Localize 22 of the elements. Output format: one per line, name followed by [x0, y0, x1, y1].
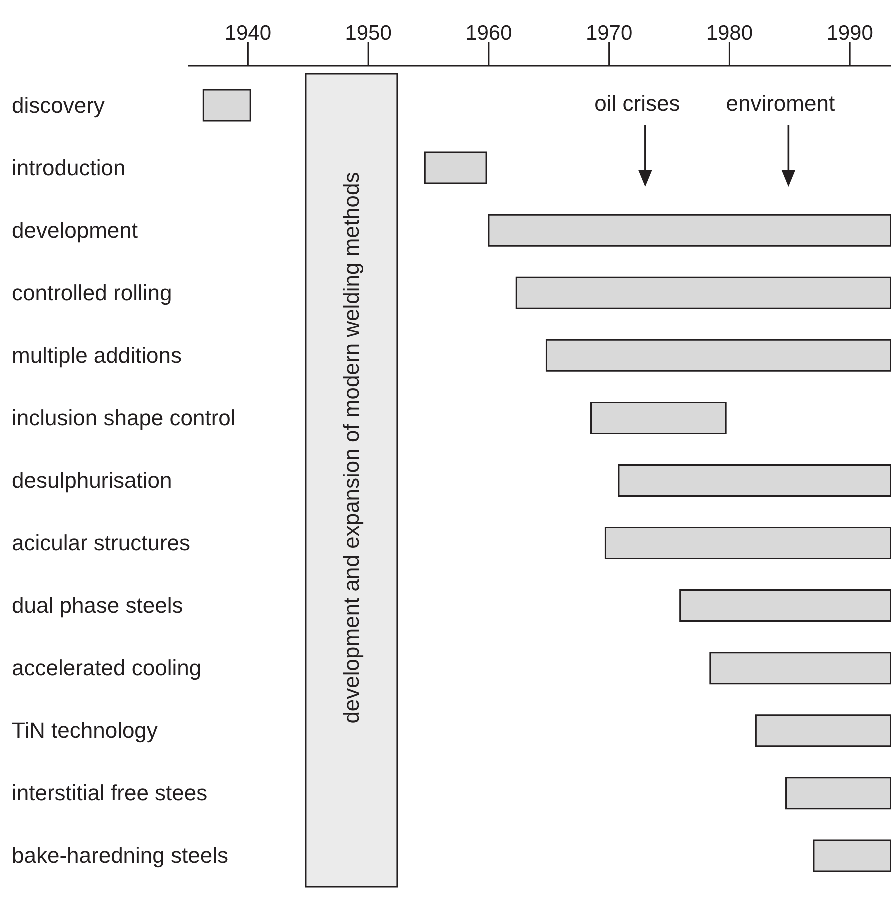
- y-tick-label: TiN technology: [12, 718, 158, 744]
- x-tick-label: 1940: [224, 22, 272, 45]
- y-tick-label: controlled rolling: [12, 280, 172, 306]
- y-tick-label: acicular structures: [12, 530, 191, 556]
- ref-line-label: oil crises: [594, 91, 680, 116]
- x-tick-label: 1980: [706, 22, 754, 45]
- y-tick-label: interstitial free stees: [12, 780, 208, 806]
- y-tick-label: bake-haredning steels: [12, 843, 228, 868]
- x-tick-label: 1970: [586, 22, 633, 45]
- y-tick-label: development: [12, 218, 138, 243]
- x-tick-label: 1990: [826, 22, 874, 45]
- y-tick-label: multiple additions: [12, 342, 182, 368]
- ref-line-label: enviroment: [726, 91, 836, 116]
- band-label: development and expansion of modern welding methods: [339, 172, 364, 724]
- y-tick-label: discovery: [12, 92, 105, 118]
- y-tick-label: introduction: [12, 155, 126, 180]
- y-tick-label: accelerated cooling: [12, 656, 202, 681]
- y-tick-label: dual phase steels: [12, 593, 184, 618]
- y-tick-label: inclusion shape control: [12, 405, 236, 430]
- y-tick-label: desulphurisation: [12, 468, 172, 493]
- x-tick-label: 1950: [345, 22, 392, 45]
- x-tick-label: 1960: [466, 22, 512, 45]
